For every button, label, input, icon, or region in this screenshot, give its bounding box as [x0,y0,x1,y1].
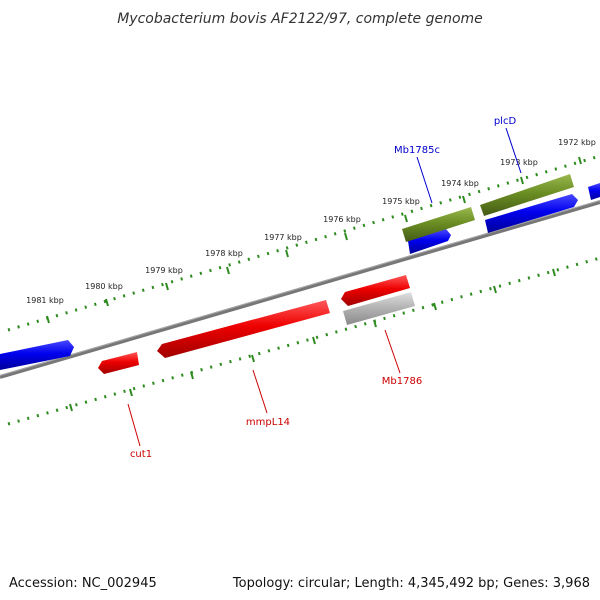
outer-scale-labels: 1981 kbp 1980 kbp 1979 kbp 1978 kbp 1977… [26,138,596,305]
scale-label-1972: 1972 kbp [558,138,596,147]
gene-labels: Mb1785c plcD Mb1786 mmpL14 cut1 [130,116,517,460]
gene-plcd-forward[interactable] [485,194,578,233]
inner-major-ticks [69,268,556,412]
tick-1973 [520,176,524,185]
gene-mb1785c[interactable] [402,207,475,242]
scale-label-1975: 1975 kbp [382,197,420,206]
inner-tick-5 [312,336,316,345]
leader-cut1 [127,403,141,447]
label-cut1[interactable]: cut1 [130,449,152,460]
gene-mb1786-upper[interactable] [341,275,410,306]
inner-tick-1 [69,403,73,412]
scale-label-1981: 1981 kbp [26,296,64,305]
label-leaders [127,127,522,447]
leader-mb1785c [416,156,433,204]
gene-right-forward[interactable] [588,183,600,200]
tick-1977 [285,249,289,258]
gene-mb1786[interactable] [343,292,415,325]
label-mb1785c[interactable]: Mb1785c [394,145,440,156]
tick-1974 [462,195,466,204]
tick-1979 [165,282,169,291]
gene-plcd[interactable] [480,174,574,216]
scale-label-1978: 1978 kbp [205,249,243,258]
scale-label-1974: 1974 kbp [441,179,479,188]
tick-1976 [344,232,348,241]
outer-scale-dots [7,154,600,332]
leader-plcd [505,127,522,174]
tick-1980 [105,298,109,307]
leader-mb1786 [384,329,401,374]
inner-tick-9 [552,268,556,277]
inner-tick-6 [373,319,377,328]
genome-backbone [0,200,600,379]
gene-cut1[interactable] [98,352,139,374]
leader-mmpl14 [252,369,268,414]
map-title: Mycobacterium bovis AF2122/97, complete … [117,11,483,27]
inner-tick-8 [493,285,497,294]
genome-backbone-highlight [0,200,600,376]
tick-1981 [46,315,50,324]
label-mb1786[interactable]: Mb1786 [382,376,422,387]
scale-label-1976: 1976 kbp [323,215,361,224]
inner-scale [7,256,600,426]
gene-mmpl14[interactable] [157,300,330,358]
outer-major-ticks [46,156,582,324]
scale-label-1977: 1977 kbp [264,233,302,242]
inner-tick-7 [433,302,437,311]
tick-1972 [578,156,582,165]
inner-tick-2 [129,388,133,397]
gene-mb1785c-forward[interactable] [408,229,451,254]
forward-strand-genes [0,174,600,370]
scale-label-1979: 1979 kbp [145,266,183,275]
outer-scale: 1981 kbp 1980 kbp 1979 kbp 1978 kbp 1977… [7,138,600,332]
scale-label-1973: 1973 kbp [500,158,538,167]
tick-1978 [226,266,230,275]
tick-1975 [404,214,408,223]
inner-tick-3 [190,371,194,380]
label-mmpl14[interactable]: mmpL14 [246,417,290,428]
gene-left-forward[interactable] [0,340,74,370]
scale-label-1980: 1980 kbp [85,282,123,291]
reverse-strand-genes [98,275,415,374]
accession-text: Accession: NC_002945 [9,576,157,591]
label-plcd[interactable]: plcD [494,116,517,127]
genome-info-text: Topology: circular; Length: 4,345,492 bp… [232,576,590,591]
inner-tick-4 [251,354,255,363]
